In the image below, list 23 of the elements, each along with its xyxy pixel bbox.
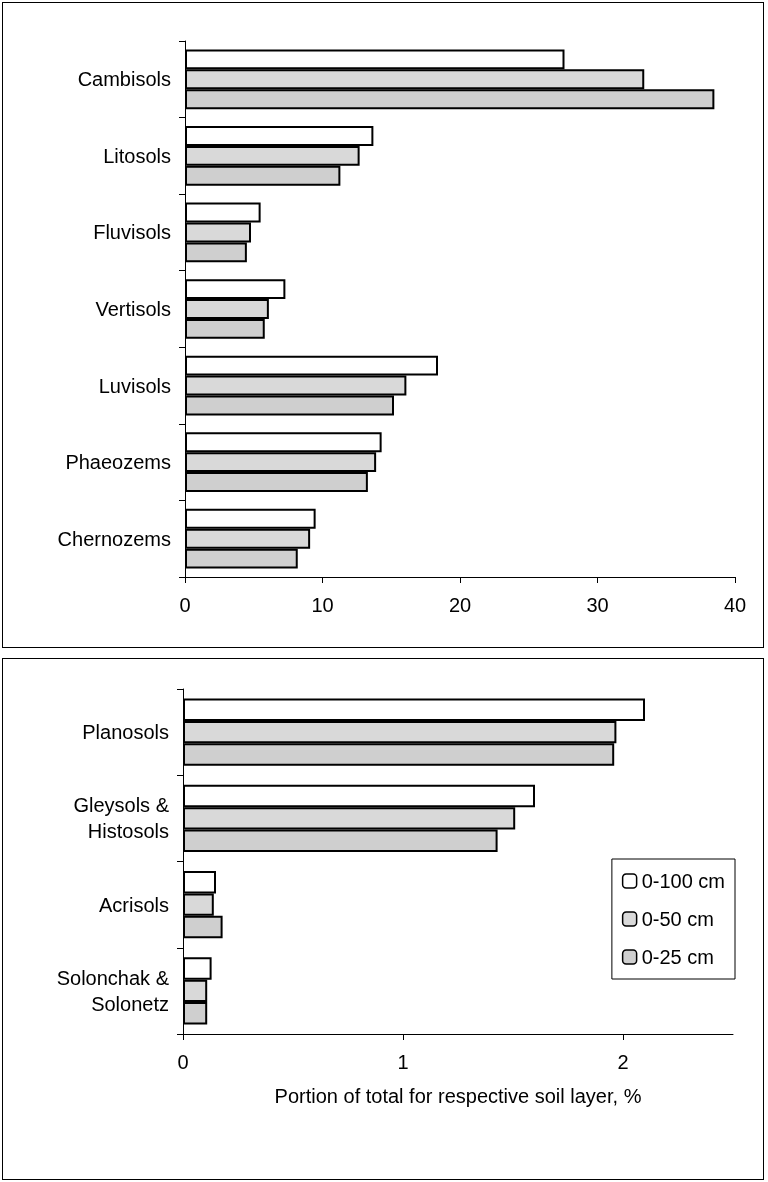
x-tick-label: 40 — [723, 594, 747, 616]
y-tick-label: Acrisols — [98, 893, 169, 916]
y-tick-label: Gleysols & Histosols — [73, 794, 170, 843]
y-tick-label: Litosols — [103, 144, 171, 167]
legend-label: 0-50 cm — [641, 908, 714, 930]
y-tick-label: Chernozems — [57, 527, 171, 550]
y-tick-label: Cambisols — [77, 68, 171, 91]
y-tick-label: Luvisols — [98, 374, 171, 397]
y-tick-label: Planosols — [82, 721, 169, 744]
x-tick-label: 2 — [617, 1051, 629, 1073]
x-tick-label: 1 — [397, 1051, 409, 1073]
x-tick-label: 20 — [448, 594, 472, 616]
y-tick-label: Vertisols — [95, 298, 171, 320]
x-tick-label: 0 — [179, 594, 191, 616]
x-tick-label: 0 — [177, 1051, 189, 1073]
x-tick-label: 10 — [311, 594, 334, 616]
x-axis-title: Portion of total for respective soil layer, % — [274, 1085, 642, 1107]
y-tick-label: Phaeozems — [65, 451, 171, 474]
y-tick-label: Solonchak & Solonetz — [56, 966, 170, 1015]
y-tick-label: Fluvisols — [93, 221, 171, 244]
legend-label: 0-25 cm — [641, 946, 714, 968]
legend-label: 0-100 cm — [641, 870, 726, 892]
x-tick-label: 30 — [586, 594, 609, 616]
